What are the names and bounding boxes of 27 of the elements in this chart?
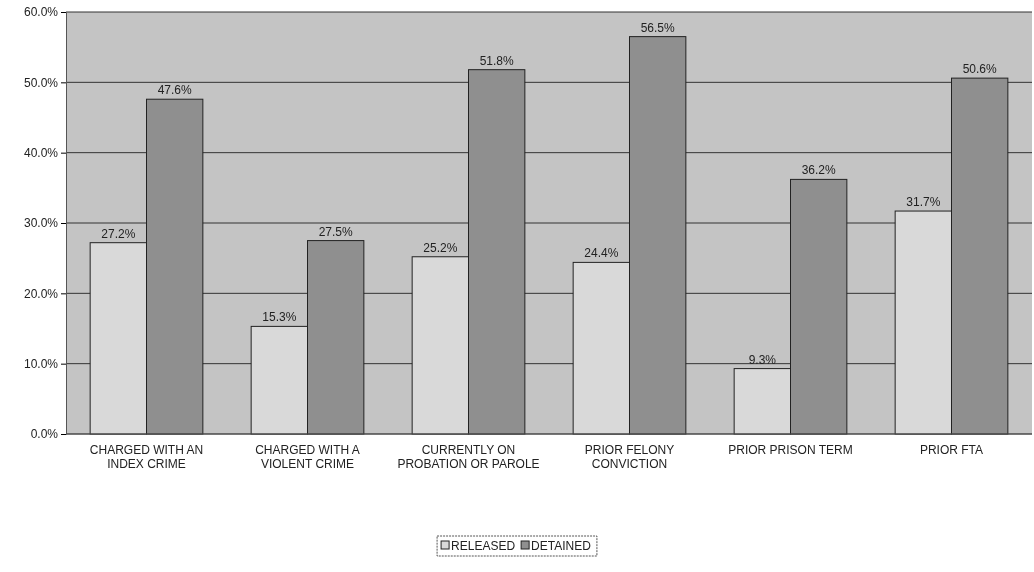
x-tick-label: PRIOR FELONY CONVICTION (584, 443, 675, 472)
y-tick-label: 0.0% (30, 427, 59, 442)
data-label: 36.2% (801, 163, 837, 178)
legend-label: DETAINED (531, 539, 592, 553)
x-tick-label: CHARGED WITH A VIOLENT CRIME (255, 443, 360, 472)
x-tick-label: CURRENTLY ON PROBATION OR PAROLE (397, 443, 540, 472)
data-label: 31.7% (906, 195, 941, 210)
data-label: 27.5% (318, 224, 354, 239)
x-tick-label: PRIOR FTA (919, 443, 984, 457)
y-tick-label: 60.0% (23, 5, 59, 20)
data-label: 56.5% (640, 20, 676, 35)
data-label: 9.3% (748, 352, 777, 367)
x-tick-label: CHARGED WITH AN INDEX CRIME (89, 443, 204, 472)
y-tick-label: 40.0% (23, 146, 59, 161)
data-label: 47.6% (157, 83, 193, 98)
data-label: 51.8% (479, 53, 515, 68)
data-label: 50.6% (962, 62, 998, 77)
data-label: 25.2% (423, 240, 458, 255)
data-label: 27.2% (101, 226, 136, 241)
y-tick-label: 20.0% (23, 286, 59, 301)
y-tick-label: 50.0% (23, 75, 59, 90)
legend-label: RELEASED (451, 539, 516, 553)
data-label: 24.4% (584, 246, 619, 261)
data-label: 15.3% (262, 310, 297, 325)
y-tick-label: 10.0% (23, 357, 59, 372)
x-tick-label: PRIOR PRISON TERM (728, 443, 853, 457)
y-tick-label: 30.0% (23, 216, 59, 231)
